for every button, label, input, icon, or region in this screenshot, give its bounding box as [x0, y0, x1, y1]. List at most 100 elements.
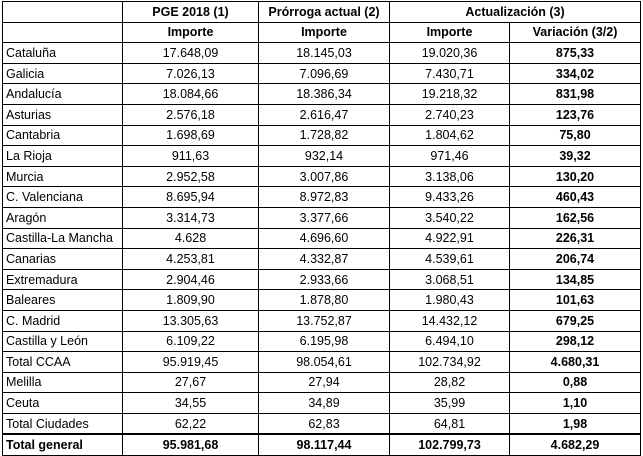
- value-cell: 3.377,66: [258, 206, 390, 229]
- value-cell: 75,80: [508, 124, 642, 147]
- value-cell: 101,63: [508, 289, 642, 311]
- table-row: Total Ciudades 62,22 62,83 64,81 1,98: [2, 412, 642, 435]
- table-row: Cantabria 1.698,69 1.728,82 1.804,62 75,80: [2, 124, 642, 147]
- value-cell: 971,46: [389, 145, 510, 167]
- value-cell: 2.952,58: [122, 165, 259, 188]
- region-cell: Baleares: [2, 289, 123, 311]
- table-row: Aragón 3.314,73 3.377,66 3.540,22 162,56: [2, 206, 642, 229]
- value-cell: 13.305,63: [122, 309, 259, 332]
- value-cell: 62,83: [258, 412, 390, 435]
- header-cell: Importe: [122, 21, 259, 44]
- region-cell: Cataluña: [2, 42, 123, 64]
- value-cell: 7.026,13: [122, 62, 259, 85]
- value-cell: 95.919,45: [122, 351, 259, 373]
- value-cell: 130,20: [508, 165, 642, 188]
- region-cell: La Rioja: [2, 145, 123, 167]
- table-row: Total CCAA 95.919,45 98.054,61 102.734,92 4.…: [2, 351, 642, 373]
- value-cell: 18.145,03: [258, 42, 390, 64]
- value-cell: 98.117,44: [258, 433, 390, 456]
- table-row: Castilla-La Mancha 4.628 4.696,60 4.922,91 2…: [2, 227, 642, 250]
- value-cell: 7.430,71: [389, 62, 510, 85]
- value-cell: 679,25: [508, 309, 642, 332]
- value-cell: 4.696,60: [258, 227, 390, 250]
- value-cell: 39,32: [508, 145, 642, 167]
- value-cell: 19.218,32: [389, 83, 510, 105]
- header-cell: PGE 2018 (1): [122, 1, 259, 23]
- value-cell: 134,85: [508, 268, 642, 291]
- value-cell: 8.972,83: [258, 186, 390, 208]
- region-cell: C. Madrid: [2, 309, 123, 332]
- value-cell: 64,81: [389, 412, 510, 435]
- value-cell: 6.494,10: [389, 330, 510, 353]
- value-cell: 1.980,43: [389, 289, 510, 311]
- value-cell: 226,31: [508, 227, 642, 250]
- value-cell: 123,76: [508, 103, 642, 126]
- region-cell: Total Ciudades: [2, 412, 123, 435]
- header-cell: [2, 21, 123, 44]
- value-cell: 7.096,69: [258, 62, 390, 85]
- region-cell: Extremadura: [2, 268, 123, 291]
- value-cell: 1.804,62: [389, 124, 510, 147]
- value-cell: 34,55: [122, 392, 259, 414]
- table-row: Total general 95.981,68 98.117,44 102.799,7…: [2, 433, 642, 456]
- value-cell: 1.809,90: [122, 289, 259, 311]
- value-cell: 2.933,66: [258, 268, 390, 291]
- region-cell: Murcia: [2, 165, 123, 188]
- region-cell: Galicia: [2, 62, 123, 85]
- value-cell: 62,22: [122, 412, 259, 435]
- value-cell: 27,94: [258, 371, 390, 394]
- header-cell: Variación (3/2): [508, 21, 642, 44]
- value-cell: 1,10: [508, 392, 642, 414]
- value-cell: 28,82: [389, 371, 510, 394]
- value-cell: 2.904,46: [122, 268, 259, 291]
- value-cell: 4.922,91: [389, 227, 510, 250]
- value-cell: 95.981,68: [122, 433, 259, 456]
- value-cell: 17.648,09: [122, 42, 259, 64]
- table-row: C. Valenciana 8.695,94 8.972,83 9.433,26 460…: [2, 186, 642, 208]
- region-cell: C. Valenciana: [2, 186, 123, 208]
- region-cell: Castilla y León: [2, 330, 123, 353]
- value-cell: 298,12: [508, 330, 642, 353]
- header-cell: Importe: [389, 21, 510, 44]
- region-cell: Ceuta: [2, 392, 123, 414]
- value-cell: 3.540,22: [389, 206, 510, 229]
- region-cell: Andalucía: [2, 83, 123, 105]
- header-cell: Importe: [258, 21, 390, 44]
- table-row: Extremadura 2.904,46 2.933,66 3.068,51 134,8…: [2, 268, 642, 291]
- value-cell: 8.695,94: [122, 186, 259, 208]
- value-cell: 98.054,61: [258, 351, 390, 373]
- value-cell: 6.195,98: [258, 330, 390, 353]
- value-cell: 334,02: [508, 62, 642, 85]
- value-cell: 34,89: [258, 392, 390, 414]
- table-row: Cataluña 17.648,09 18.145,03 19.020,36 875,3…: [2, 42, 642, 64]
- table-row: Castilla y León 6.109,22 6.195,98 6.494,10 2…: [2, 330, 642, 353]
- table-row: C. Madrid 13.305,63 13.752,87 14.432,12 679,…: [2, 309, 642, 332]
- header-row: Importe Importe Importe Variación (3/2): [2, 21, 642, 44]
- value-cell: 13.752,87: [258, 309, 390, 332]
- value-cell: 206,74: [508, 248, 642, 270]
- value-cell: 2.576,18: [122, 103, 259, 126]
- value-cell: 2.616,47: [258, 103, 390, 126]
- header-cell: [2, 1, 123, 23]
- region-cell: Aragón: [2, 206, 123, 229]
- value-cell: 6.109,22: [122, 330, 259, 353]
- value-cell: 18.386,34: [258, 83, 390, 105]
- table-row: Asturias 2.576,18 2.616,47 2.740,23 123,76: [2, 103, 642, 126]
- value-cell: 932,14: [258, 145, 390, 167]
- value-cell: 19.020,36: [389, 42, 510, 64]
- value-cell: 3.138,06: [389, 165, 510, 188]
- value-cell: 3.068,51: [389, 268, 510, 291]
- value-cell: 18.084,66: [122, 83, 259, 105]
- header-cell: Prórroga actual (2): [258, 1, 390, 23]
- value-cell: 9.433,26: [389, 186, 510, 208]
- value-cell: 4.628: [122, 227, 259, 250]
- table-row: Baleares 1.809,90 1.878,80 1.980,43 101,63: [2, 289, 642, 311]
- region-cell: Castilla-La Mancha: [2, 227, 123, 250]
- table-row: Melilla 27,67 27,94 28,82 0,88: [2, 371, 642, 394]
- table-row: Ceuta 34,55 34,89 35,99 1,10: [2, 392, 642, 414]
- table-row: Murcia 2.952,58 3.007,86 3.138,06 130,20: [2, 165, 642, 188]
- value-cell: 4.539,61: [389, 248, 510, 270]
- value-cell: 4.682,29: [508, 433, 642, 456]
- value-cell: 4.680,31: [508, 351, 642, 373]
- value-cell: 3.314,73: [122, 206, 259, 229]
